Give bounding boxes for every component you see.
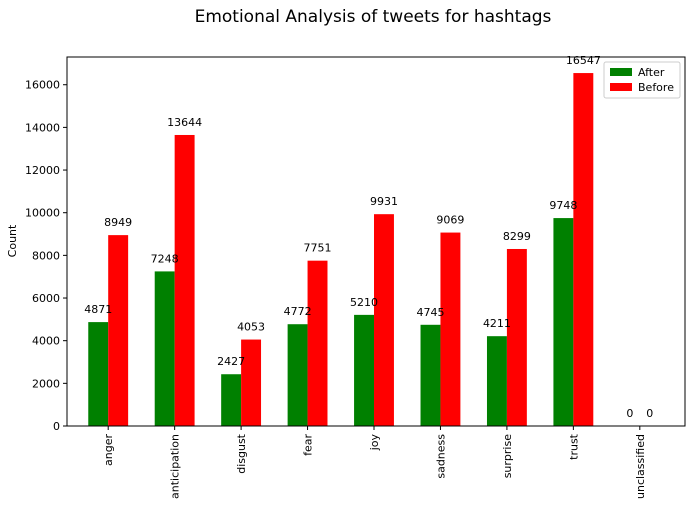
bar-before-surprise	[506, 248, 527, 426]
bar-before-sadness	[440, 232, 461, 426]
bars	[88, 73, 594, 426]
data-label-after-joy: 5210	[350, 296, 378, 309]
y-tick-label-4000: 4000	[32, 335, 60, 348]
y-tick-label-0: 0	[53, 420, 60, 433]
bar-after-sadness	[420, 324, 441, 426]
x-tick-label-sadness: sadness	[434, 434, 447, 479]
data-label-before-disgust: 4053	[237, 321, 265, 334]
data-label-before-trust: 16547	[566, 54, 601, 67]
y-tick-label-16000: 16000	[25, 79, 60, 92]
bar-after-joy	[354, 314, 375, 426]
x-tick-label-surprise: surprise	[501, 434, 514, 479]
data-label-before-joy: 9931	[370, 195, 398, 208]
x-tick-label-unclassified: unclassified	[634, 434, 647, 499]
x-axis: anger anticipation disgust fear joy sadness su…	[102, 426, 647, 499]
data-label-after-surprise: 4211	[483, 317, 511, 330]
x-tick-label-disgust: disgust	[235, 433, 248, 473]
x-tick-label-joy: joy	[368, 434, 381, 452]
plot-frame	[66, 56, 686, 427]
data-label-before-anticipation: 13644	[167, 116, 202, 129]
data-label-before-sadness: 9069	[436, 214, 464, 227]
bar-before-anger	[108, 235, 129, 426]
bar-before-fear	[307, 260, 328, 426]
bar-after-anger	[88, 322, 109, 426]
bar-before-trust	[573, 73, 594, 426]
bar-before-disgust	[241, 339, 262, 426]
y-tick-label-6000: 6000	[32, 292, 60, 305]
data-label-before-fear: 7751	[304, 242, 332, 255]
chart-title: Emotional Analysis of tweets for hashtag…	[195, 7, 552, 27]
x-tick-label-fear: fear	[302, 434, 315, 456]
data-label-before-unclassified: 0	[646, 407, 653, 420]
bar-before-joy	[374, 214, 394, 426]
data-label-before-anger: 8949	[104, 216, 132, 229]
bar-after-disgust	[221, 374, 242, 426]
y-tick-label-14000: 14000	[25, 121, 60, 134]
data-label-after-trust: 9748	[549, 199, 577, 212]
y-axis: 0 2000 4000 6000 8000 10000 12000 14000 16000	[25, 79, 67, 433]
legend-label-after: After	[638, 66, 665, 79]
data-label-after-sadness: 4745	[416, 306, 444, 319]
x-tick-label-trust: trust	[567, 433, 580, 460]
legend: After Before	[603, 61, 681, 99]
y-tick-label-8000: 8000	[32, 249, 60, 262]
bar-after-anticipation	[154, 271, 175, 426]
x-tick-label-anticipation: anticipation	[169, 434, 182, 499]
data-label-after-unclassified: 0	[626, 407, 633, 420]
y-axis-label: Count	[6, 224, 19, 257]
x-tick-label-anger: anger	[102, 434, 115, 466]
legend-label-before: Before	[638, 81, 674, 94]
data-label-before-surprise: 8299	[503, 230, 531, 243]
legend-swatch-after	[610, 68, 632, 76]
bar-after-surprise	[486, 336, 507, 426]
bar-after-fear	[287, 324, 308, 426]
y-tick-label-2000: 2000	[32, 377, 60, 390]
data-labels: 4871 8949 7248 13644 2427 4053 4772 7751 5210 993…	[84, 54, 653, 420]
legend-swatch-before	[610, 83, 632, 91]
data-label-after-fear: 4772	[284, 305, 312, 318]
bar-before-anticipation	[174, 134, 195, 426]
bar-after-trust	[553, 218, 574, 426]
y-tick-label-12000: 12000	[25, 164, 60, 177]
data-label-after-anger: 4871	[84, 303, 112, 316]
data-label-after-disgust: 2427	[217, 355, 245, 368]
data-label-after-anticipation: 7248	[151, 252, 179, 265]
y-tick-label-10000: 10000	[25, 207, 60, 220]
